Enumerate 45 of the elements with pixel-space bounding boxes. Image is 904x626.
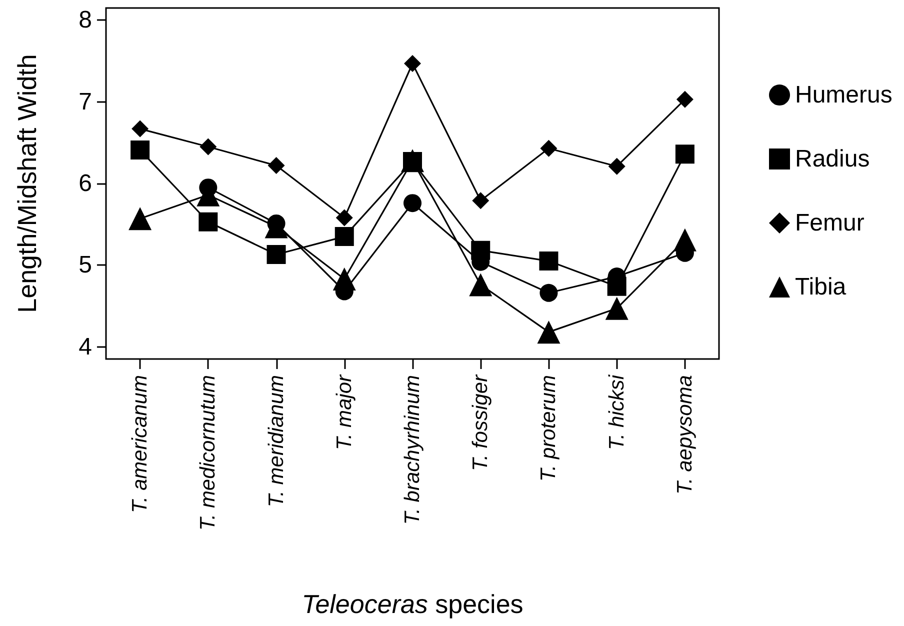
point: [472, 192, 490, 210]
point: [471, 240, 490, 260]
y-tick-label: 7: [78, 88, 92, 116]
x-tick-label: T. meridianum: [264, 375, 288, 508]
point: [336, 209, 353, 226]
point: [605, 296, 628, 320]
y-tick-label: 5: [78, 252, 92, 279]
point: [608, 158, 626, 175]
point: [200, 138, 217, 156]
x-tick-label: T. fossiger: [469, 374, 492, 472]
point: [673, 228, 696, 252]
legend-label: Radius: [795, 146, 870, 172]
point: [675, 144, 694, 164]
point: [607, 276, 626, 296]
point: [537, 320, 560, 344]
point: [132, 120, 149, 138]
point: [198, 212, 218, 232]
x-tick-label: T. americanum: [128, 375, 152, 514]
x-axis-title: Teleoceras species: [302, 589, 524, 619]
point: [130, 140, 150, 160]
x-tick-label: T. proterum: [537, 375, 560, 482]
point: [469, 273, 492, 296]
point: [332, 268, 356, 291]
point: [539, 252, 558, 271]
x-tick-label: T. aepysoma: [673, 375, 696, 494]
legend-label: Humerus: [795, 82, 892, 108]
point: [266, 245, 286, 264]
y-tick-label: 8: [78, 6, 92, 34]
y-tick-label: 6: [78, 170, 92, 197]
point: [540, 140, 558, 157]
x-tick-label: T. hicksi: [605, 374, 628, 450]
x-tick-label: T. medicornutum: [196, 375, 220, 531]
point: [128, 207, 152, 230]
point: [404, 194, 422, 212]
point: [540, 284, 558, 302]
y-axis-title: Length/Midshaft Width: [12, 54, 42, 313]
x-tick-label: T. brachyrhinum: [401, 375, 424, 525]
point: [268, 157, 285, 174]
legend-label: Tibia: [795, 274, 847, 300]
x-tick-label: T. major: [332, 374, 356, 450]
y-tick-label: 4: [78, 333, 92, 360]
point: [334, 227, 354, 246]
point: [404, 55, 421, 72]
legend-label: Femur: [795, 210, 864, 236]
point: [676, 90, 694, 108]
